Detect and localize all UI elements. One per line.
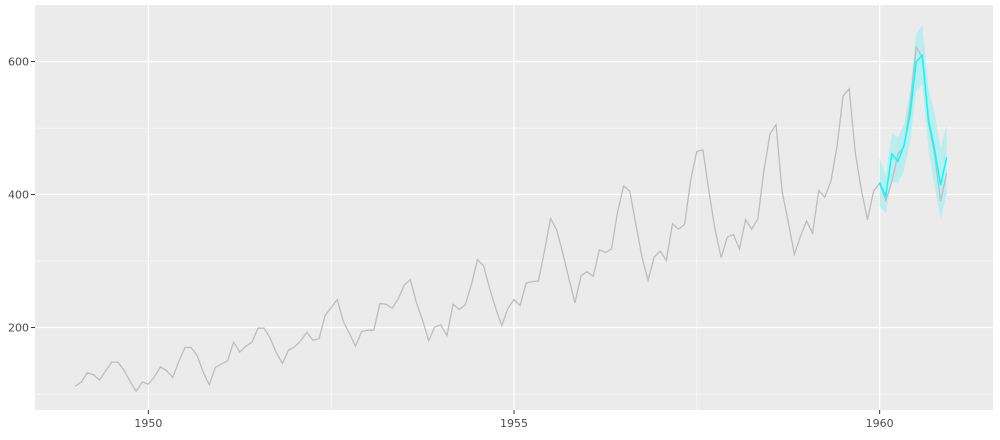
x-axis: 1950 1955 1960 [134,410,894,430]
y-tick-label: 200 [8,322,29,335]
y-tick-label: 400 [8,189,29,202]
y-tick-label: 600 [8,56,29,69]
y-axis: 200 400 600 [8,56,35,335]
series [74,24,948,393]
x-tick-label: 1950 [134,417,162,430]
x-tick-label: 1960 [866,417,894,430]
observed-series-line [74,44,948,393]
forecast-series-line [878,53,948,199]
major-gridlines [35,5,993,410]
x-tick-label: 1955 [500,417,528,430]
forecast-interval-band [879,24,947,220]
